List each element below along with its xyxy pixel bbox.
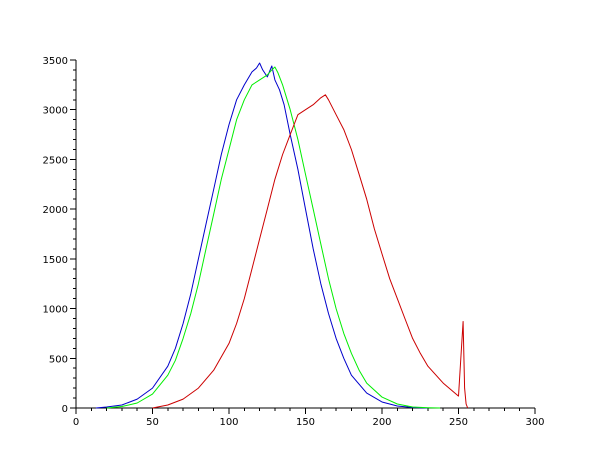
y-tick-label: 2000 xyxy=(43,205,68,216)
y-tick-label: 1000 xyxy=(43,305,68,316)
y-tick-label: 3500 xyxy=(43,56,68,67)
y-tick-label: 500 xyxy=(49,354,68,365)
x-tick-label: 150 xyxy=(296,417,315,428)
x-tick-label: 50 xyxy=(146,417,159,428)
x-tick-label: 0 xyxy=(73,417,79,428)
y-tick-label: 0 xyxy=(62,404,68,415)
y-tick-label: 2500 xyxy=(43,155,68,166)
series-layer xyxy=(95,62,469,409)
x-tick-label: 100 xyxy=(219,417,238,428)
series-line-3 xyxy=(152,94,469,409)
y-tick-label: 1500 xyxy=(43,255,68,266)
x-tick-label: 250 xyxy=(449,417,468,428)
x-tick-label: 300 xyxy=(525,417,544,428)
axes xyxy=(75,60,535,409)
x-tick-label: 200 xyxy=(372,417,391,428)
series-line-1 xyxy=(95,62,428,409)
series-line-2 xyxy=(106,66,441,409)
y-tick-label: 3000 xyxy=(43,106,68,117)
ticks: 0 50 100 150 200 250 3000500100015002000250030… xyxy=(43,56,545,428)
